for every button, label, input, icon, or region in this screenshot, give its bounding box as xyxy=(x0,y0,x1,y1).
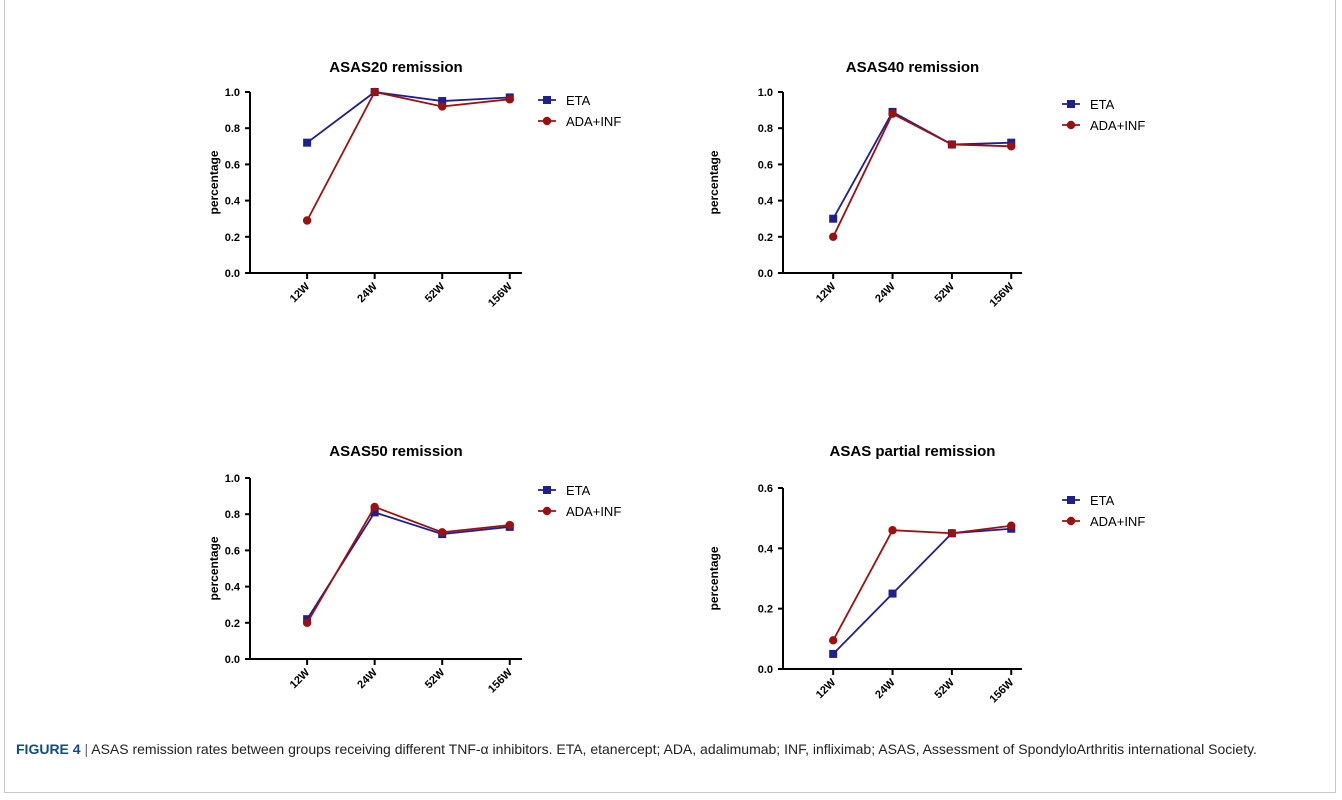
data-point-square xyxy=(888,589,897,598)
y-tick-label: 0.8 xyxy=(225,509,240,521)
data-point-square xyxy=(829,214,838,223)
x-tick-label: 12W xyxy=(814,280,839,305)
y-tick-label: 0.2 xyxy=(758,604,773,616)
y-tick-label: 0.4 xyxy=(758,543,774,555)
data-point-circle xyxy=(828,636,838,645)
y-tick-label: 1.0 xyxy=(758,87,773,99)
y-tick-label: 0.8 xyxy=(758,123,773,135)
data-point-circle xyxy=(505,520,514,530)
y-tick-label: 0.0 xyxy=(225,654,240,666)
data-point-circle xyxy=(947,529,957,538)
y-tick-label: 0.6 xyxy=(225,545,240,557)
data-point-circle xyxy=(947,140,957,149)
y-tick-label: 0.6 xyxy=(225,159,240,171)
data-point-square xyxy=(438,97,447,106)
legend-label: ADA+INF xyxy=(1090,514,1145,529)
series-line-eta xyxy=(832,527,1012,655)
x-tick-label: 12W xyxy=(288,666,313,691)
series-line-ada-inf xyxy=(832,524,1012,641)
x-tick-label: 24W xyxy=(873,676,898,701)
y-tick-label: 0.2 xyxy=(225,618,240,630)
legend-label: ADA+INF xyxy=(566,114,621,129)
legend-marker-circle xyxy=(542,116,552,126)
chart-title: ASAS partial remission xyxy=(830,443,996,460)
legend-label: ETA xyxy=(566,483,591,498)
y-axis-label: percentage xyxy=(207,150,221,214)
y-tick-label: 0.0 xyxy=(225,268,240,280)
data-point-circle xyxy=(302,618,312,627)
legend-label: ADA+INF xyxy=(566,504,621,519)
charts-canvas: ASAS20 remission percentage 0.0 0.2 0.4 0.6 0.… xyxy=(207,59,1145,705)
data-point-circle xyxy=(888,109,897,118)
legend-marker-circle xyxy=(1066,120,1076,130)
chart-title: ASAS40 remission xyxy=(846,59,979,76)
data-point-circle xyxy=(438,102,447,111)
data-point-circle xyxy=(370,502,379,512)
y-tick-label: 0.6 xyxy=(758,483,773,495)
data-point-circle xyxy=(888,526,897,535)
legend-marker-square xyxy=(543,96,551,104)
series-line-ada-inf xyxy=(832,112,1012,238)
chart-title: ASAS20 remission xyxy=(329,59,462,76)
data-point-circle xyxy=(828,232,838,241)
data-point-circle xyxy=(302,216,312,225)
series-line-eta xyxy=(832,110,1012,220)
legend-label: ETA xyxy=(566,93,591,108)
x-tick-label: 156W xyxy=(486,666,515,695)
series-line-ada-inf xyxy=(306,90,510,221)
series-line-eta xyxy=(306,91,510,144)
x-tick-label: 156W xyxy=(988,676,1017,705)
y-tick-label: 0.4 xyxy=(758,196,774,208)
x-tick-label: 24W xyxy=(355,280,380,305)
y-tick-label: 0.2 xyxy=(225,232,240,244)
legend-label: ADA+INF xyxy=(1090,118,1145,133)
legend-marker-circle xyxy=(542,506,552,516)
data-point-square xyxy=(303,138,312,147)
x-tick-label: 156W xyxy=(486,280,515,309)
x-tick-label: 52W xyxy=(933,280,958,305)
figure-caption: FIGURE 4 | ASAS remission rates between … xyxy=(16,738,1326,760)
data-point-circle xyxy=(370,87,379,97)
figure-frame xyxy=(4,0,1336,793)
y-tick-label: 0.0 xyxy=(758,268,773,280)
data-point-square xyxy=(829,649,838,658)
legend-label: ETA xyxy=(1090,493,1115,508)
figure-label: FIGURE 4 xyxy=(16,741,81,757)
y-tick-label: 0.6 xyxy=(758,159,773,171)
legend-marker-square xyxy=(543,486,551,494)
legend-marker-square xyxy=(1067,100,1075,108)
x-tick-label: 52W xyxy=(423,666,448,691)
x-tick-label: 12W xyxy=(288,280,313,305)
x-tick-label: 24W xyxy=(355,666,380,691)
data-point-square xyxy=(370,508,379,517)
x-tick-label: 24W xyxy=(873,280,898,305)
data-point-circle xyxy=(1007,142,1016,151)
y-tick-label: 1.0 xyxy=(225,473,240,485)
y-axis-label: percentage xyxy=(707,546,721,610)
series-line-ada-inf xyxy=(306,505,510,624)
y-axis-label: percentage xyxy=(207,536,221,600)
legend-marker-square xyxy=(1067,496,1075,504)
y-axis-label: percentage xyxy=(707,150,721,214)
legend-marker-circle xyxy=(1066,516,1076,526)
data-point-circle xyxy=(505,95,514,104)
y-tick-label: 1.0 xyxy=(225,87,240,99)
chart-title: ASAS50 remission xyxy=(329,443,462,460)
x-tick-label: 52W xyxy=(423,280,448,305)
caption-text: ASAS remission rates between groups rece… xyxy=(91,741,1257,757)
x-tick-label: 52W xyxy=(933,676,958,701)
y-tick-label: 0.0 xyxy=(758,664,773,676)
data-point-circle xyxy=(438,528,447,537)
y-tick-label: 0.8 xyxy=(225,123,240,135)
y-tick-label: 0.4 xyxy=(225,582,241,594)
caption-separator: | xyxy=(80,741,92,757)
data-point-circle xyxy=(1007,521,1016,530)
x-tick-label: 12W xyxy=(814,676,839,701)
y-tick-label: 0.4 xyxy=(225,196,241,208)
y-tick-label: 0.2 xyxy=(758,232,773,244)
x-tick-label: 156W xyxy=(988,280,1017,309)
legend-label: ETA xyxy=(1090,97,1115,112)
